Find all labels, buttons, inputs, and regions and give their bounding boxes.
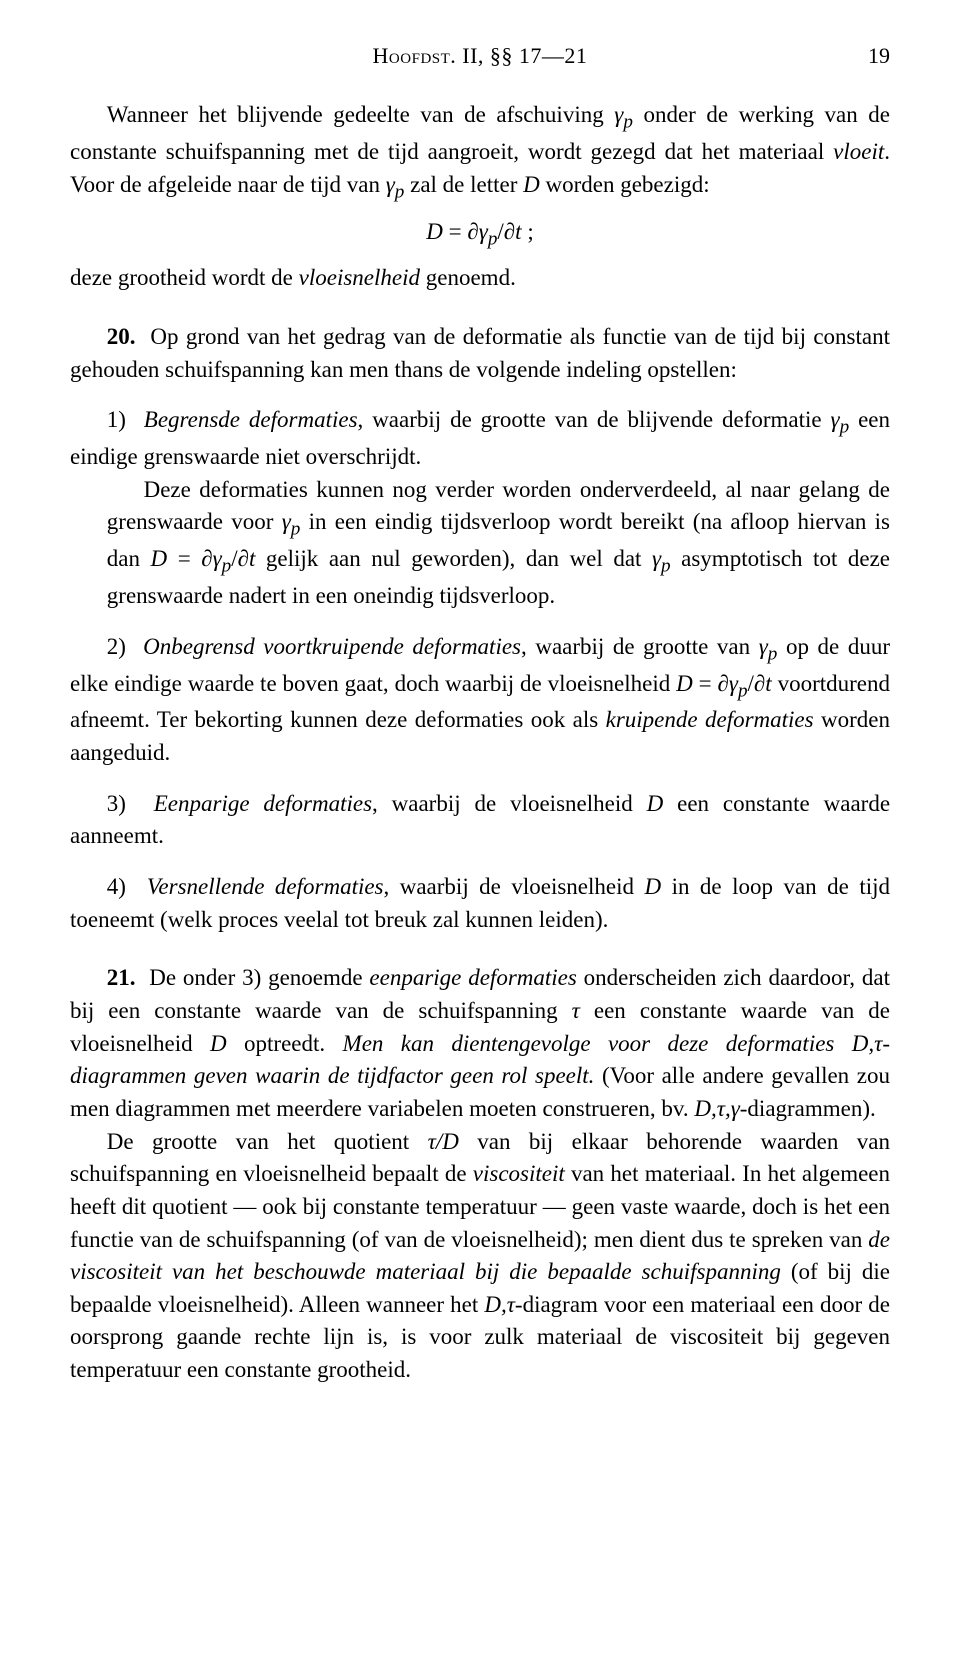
running-head-text: Hoofdst. II, §§ 17—21 (110, 40, 850, 71)
list-item-3: 3) Eenparige deformaties, waarbij de vlo… (70, 788, 890, 853)
li3-number: 3) (107, 791, 126, 816)
running-header: Hoofdst. II, §§ 17—21 19 (70, 40, 890, 71)
section-number-21: 21. (107, 965, 136, 990)
section-20: 20. Op grond van het gedrag van de defor… (70, 321, 890, 386)
page: Hoofdst. II, §§ 17—21 19 Wanneer het bli… (0, 0, 960, 1679)
section-number-20: 20. (107, 324, 136, 349)
list-item-1: 1) Begrensde deformaties, waarbij de gro… (70, 404, 890, 473)
li2-number: 2) (107, 634, 126, 659)
section-21-b: De grootte van het quotient τ/D van bij … (70, 1126, 890, 1387)
page-number: 19 (850, 40, 890, 71)
list-item-1-cont: Deze deformaties kunnen nog verder worde… (107, 474, 890, 613)
equation-1: D = ∂γp/∂t ; (70, 216, 890, 253)
list-item-2: 2) Onbegrensd voortkruipende deformaties… (70, 631, 890, 770)
section-20-text: Op grond van het gedrag van de deformati… (70, 324, 890, 382)
li4-number: 4) (107, 874, 126, 899)
section-21-a: 21. De onder 3) genoemde eenparige defor… (70, 962, 890, 1125)
list-item-4: 4) Versnellende deformaties, waarbij de … (70, 871, 890, 936)
paragraph-1: Wanneer het blijvende gedeelte van de af… (70, 99, 890, 205)
paragraph-2: deze grootheid wordt de vloeisnelheid ge… (70, 262, 890, 295)
li1-number: 1) (107, 407, 126, 432)
